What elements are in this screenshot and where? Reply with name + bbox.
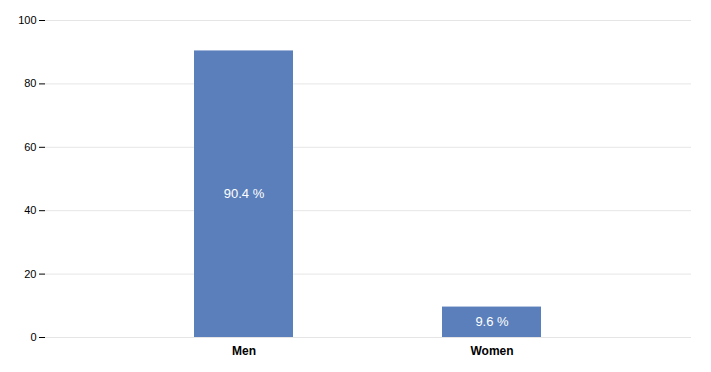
svg-text:80: 80 <box>24 77 36 89</box>
svg-text:0: 0 <box>30 331 36 343</box>
svg-text:100: 100 <box>18 14 36 26</box>
svg-text:20: 20 <box>24 268 36 280</box>
svg-text:Men: Men <box>232 344 256 358</box>
svg-text:40: 40 <box>24 204 36 216</box>
svg-text:9.6 %: 9.6 % <box>475 314 509 329</box>
svg-text:Women: Women <box>470 344 513 358</box>
svg-text:90.4 %: 90.4 % <box>224 186 265 201</box>
svg-text:60: 60 <box>24 141 36 153</box>
